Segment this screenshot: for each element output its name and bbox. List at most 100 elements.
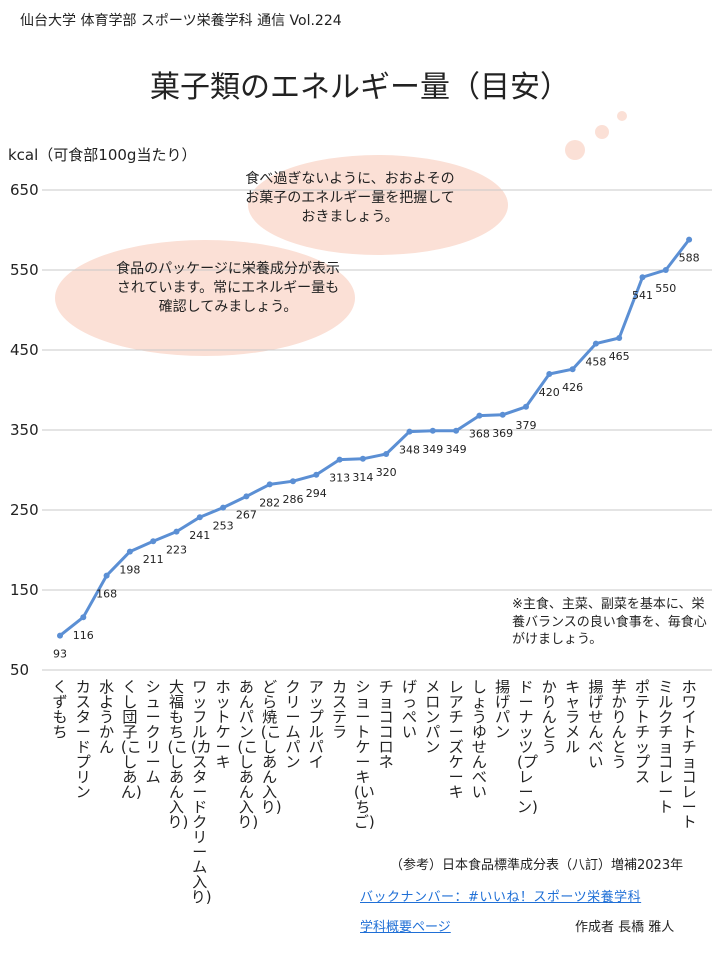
data-label: 223 <box>166 544 187 557</box>
x-tick-label: カステラ <box>332 678 348 741</box>
data-point <box>126 548 133 555</box>
data-point <box>383 451 390 457</box>
data-label: 282 <box>259 496 280 509</box>
data-point <box>290 478 296 485</box>
data-label: 294 <box>306 487 327 500</box>
tip-bubble-left-text: 食品のパッケージに栄養成分が表示されています。常にエネルギー量も確認してみましょ… <box>116 261 340 315</box>
y-tick-label: 650 <box>10 181 39 199</box>
data-point <box>546 371 553 377</box>
x-tick-label: チョココロネ <box>378 678 394 771</box>
data-point <box>150 538 157 545</box>
y-axis-label: kcal（可食部100g当たり） <box>8 146 197 164</box>
data-point <box>429 427 436 434</box>
x-tick-label: 大福もち(こしあん入り) <box>167 678 189 831</box>
data-point <box>336 456 343 463</box>
data-label: 368 <box>469 428 490 441</box>
data-point <box>313 471 320 478</box>
data-point <box>569 366 576 373</box>
x-tick-label: どら焼(こしあん入り) <box>260 678 282 816</box>
data-label: 550 <box>655 282 676 295</box>
y-tick-label: 450 <box>10 341 39 359</box>
x-tick-label: レアチーズケーキ <box>448 678 464 801</box>
data-label: 465 <box>609 350 630 363</box>
data-label: 349 <box>422 443 443 456</box>
gridlines: 50 150 250 350 450 550 650 <box>10 181 712 679</box>
x-tick-label: げっぺい <box>401 678 417 741</box>
data-label: 379 <box>516 419 537 432</box>
data-label: 420 <box>539 386 560 399</box>
x-tick-label: かりんとう <box>541 678 557 756</box>
backnumber-link[interactable]: バックナンバー：#いいね！スポーツ栄養学科 <box>360 890 642 905</box>
data-label: 211 <box>143 553 164 566</box>
data-label: 93 <box>53 648 67 661</box>
source-citation: （参考）日本食品標準成分表（八訂）増補2023年 <box>390 858 684 873</box>
x-tick-label: アップルパイ <box>308 678 324 771</box>
x-tick-label: しょうゆせんべい <box>471 678 487 801</box>
data-point <box>220 504 227 511</box>
data-label: 313 <box>329 472 350 485</box>
data-label: 369 <box>492 427 513 440</box>
data-label: 314 <box>352 471 373 484</box>
y-tick-label: 350 <box>10 421 39 439</box>
x-tick-label: ミルクチョコレート <box>658 678 674 816</box>
data-point <box>406 428 413 435</box>
x-tick-label: 揚げパン <box>495 678 511 741</box>
data-label: 426 <box>562 381 583 394</box>
x-tick-label: あんパン(こしあん入り) <box>237 678 259 831</box>
data-point <box>359 455 366 462</box>
thought-bubble-dot <box>595 125 609 139</box>
balance-note: ※主食、主菜、副菜を基本に、栄養バランスの良い食事を、毎食心がけましょう。 <box>512 597 707 648</box>
publication-header: 仙台大学 体育学部 スポーツ栄養学科 通信 Vol.224 <box>20 13 342 29</box>
data-points <box>57 236 693 639</box>
page-title: 菓子類のエネルギー量（目安） <box>150 70 570 105</box>
data-label: 286 <box>283 493 304 506</box>
data-label: 168 <box>96 588 117 601</box>
department-outline-link[interactable]: 学科概要ページ <box>360 920 451 935</box>
data-point <box>243 493 250 500</box>
data-point <box>196 514 203 521</box>
y-tick-label: 250 <box>10 501 39 519</box>
x-tick-label: メロンパン <box>425 678 441 756</box>
x-tick-label: ホットケーキ <box>215 678 231 771</box>
x-tick-label: 芋かりんとう <box>611 678 627 771</box>
data-point <box>266 481 273 488</box>
x-tick-label: ホワイトチョコレート <box>681 678 697 831</box>
x-tick-label: ワッフル(カスタードクリーム入り) <box>190 678 212 906</box>
data-point <box>616 335 623 341</box>
thought-bubble-top <box>248 155 508 255</box>
x-tick-label: くし団子(こしあん) <box>120 678 142 801</box>
data-label: 458 <box>585 356 606 369</box>
data-point <box>639 274 646 281</box>
data-label: 198 <box>119 564 140 577</box>
tip-bubble-top-text: 食べ過ぎないように、おおよそのお菓子のエネルギー量を把握しておきましょう。 <box>245 171 455 225</box>
data-point <box>592 340 599 347</box>
x-tick-label: ポテトチップス <box>634 678 650 786</box>
data-label: 541 <box>632 289 653 302</box>
data-point <box>499 411 506 418</box>
x-tick-label: クリームパン <box>285 678 301 771</box>
x-tick-label: カスタードプリン <box>75 678 91 801</box>
energy-series-line <box>59 238 691 637</box>
data-point <box>80 614 87 621</box>
x-tick-label: くずもち <box>52 678 68 741</box>
y-tick-label: 50 <box>10 661 29 679</box>
thought-bubble-left <box>55 240 355 356</box>
y-tick-label: 150 <box>10 581 39 599</box>
data-label: 241 <box>189 529 210 542</box>
data-point <box>662 267 669 273</box>
data-label: 320 <box>376 466 397 479</box>
data-point <box>103 572 110 579</box>
data-point <box>453 427 460 434</box>
x-tick-label: シュークリーム <box>145 678 161 786</box>
x-tick-label: ショートケーキ(いちご) <box>353 678 375 831</box>
speech-bubbles <box>55 111 627 356</box>
series-line <box>59 238 691 637</box>
data-point <box>476 412 483 419</box>
thought-bubble-dot <box>565 140 585 160</box>
data-label: 588 <box>679 252 700 265</box>
x-tick-label: キャラメル <box>565 678 581 756</box>
x-tick-label: ドーナッツ(プレーン) <box>517 678 538 816</box>
data-point <box>173 528 180 535</box>
